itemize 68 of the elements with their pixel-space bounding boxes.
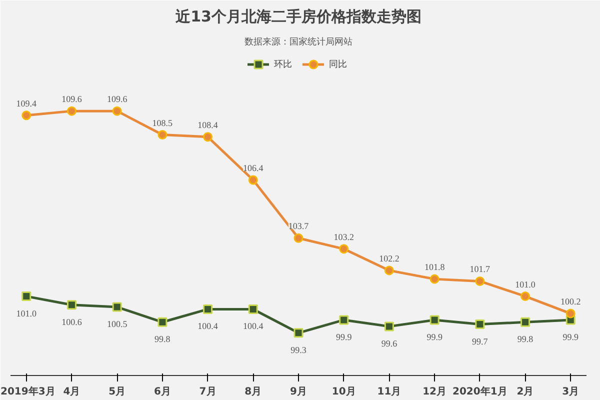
point (112, 106, 122, 116)
x-tick-label: 2019年3月 (0, 386, 56, 398)
x-tick-label: 10月 (332, 386, 356, 398)
legend-label: 环比 (274, 58, 293, 70)
point (475, 276, 485, 286)
point (203, 304, 213, 314)
point (248, 304, 258, 314)
point (66, 300, 76, 310)
point (112, 302, 122, 312)
data-label: 99.9 (562, 332, 579, 342)
data-label: 101.0 (16, 308, 37, 318)
point (294, 233, 304, 243)
legend-label: 同比 (329, 58, 348, 70)
point (520, 292, 530, 302)
data-label: 103.7 (288, 221, 310, 232)
data-label: 108.5 (152, 118, 174, 128)
data-label: 109.6 (106, 94, 128, 104)
x-tick-label: 12月 (422, 386, 447, 398)
data-label: 100.6 (62, 316, 82, 327)
point (475, 320, 485, 330)
x-tick-label: 11月 (377, 386, 402, 398)
point (339, 315, 349, 325)
x-tick-label: 2月 (516, 386, 534, 398)
data-label: 100.4 (243, 321, 264, 332)
x-tick-label: 9月 (290, 386, 307, 398)
data-label: 108.4 (198, 120, 218, 130)
point (384, 322, 394, 332)
data-label: 100.5 (106, 319, 128, 330)
point (22, 110, 32, 120)
x-tick-label: 2020年1月 (452, 386, 508, 398)
point (339, 244, 349, 254)
data-label: 99.6 (381, 338, 398, 348)
data-label: 99.3 (290, 344, 307, 355)
data-label: 109.4 (16, 98, 37, 108)
data-label: 109.6 (62, 94, 82, 104)
point (566, 308, 576, 318)
point (158, 317, 168, 327)
point (248, 175, 258, 185)
x-tick-label: 6月 (154, 386, 171, 398)
point (66, 106, 76, 116)
x-tick-label: 3月 (562, 386, 580, 398)
data-label: 100.2 (560, 296, 581, 307)
data-label: 99.7 (472, 336, 488, 346)
data-label: 101.0 (515, 279, 536, 290)
x-tick-label: 4月 (63, 386, 80, 398)
chart-subtitle: 数据来源：国家统计局网站 (244, 36, 352, 48)
point (22, 292, 32, 302)
data-label: 99.8 (154, 334, 171, 344)
data-label: 99.9 (426, 332, 443, 342)
data-label: 100.4 (198, 321, 218, 332)
chart-title: 近13个月北海二手房价格指数走势图 (174, 8, 422, 26)
data-label: 103.2 (334, 232, 354, 242)
point (430, 315, 440, 325)
point (203, 132, 213, 142)
x-tick-label: 5月 (108, 386, 126, 398)
point (294, 328, 304, 338)
data-label: 106.4 (243, 162, 264, 173)
point (158, 130, 168, 140)
data-label: 102.2 (379, 253, 400, 264)
data-label: 101.8 (424, 262, 446, 272)
x-tick-label: 7月 (199, 386, 216, 398)
point (520, 317, 530, 327)
data-label: 99.9 (336, 332, 352, 342)
data-label: 99.8 (517, 334, 534, 344)
point (430, 274, 440, 284)
point (384, 266, 394, 276)
data-label: 101.7 (470, 264, 491, 274)
x-tick-label: 8月 (244, 386, 262, 398)
